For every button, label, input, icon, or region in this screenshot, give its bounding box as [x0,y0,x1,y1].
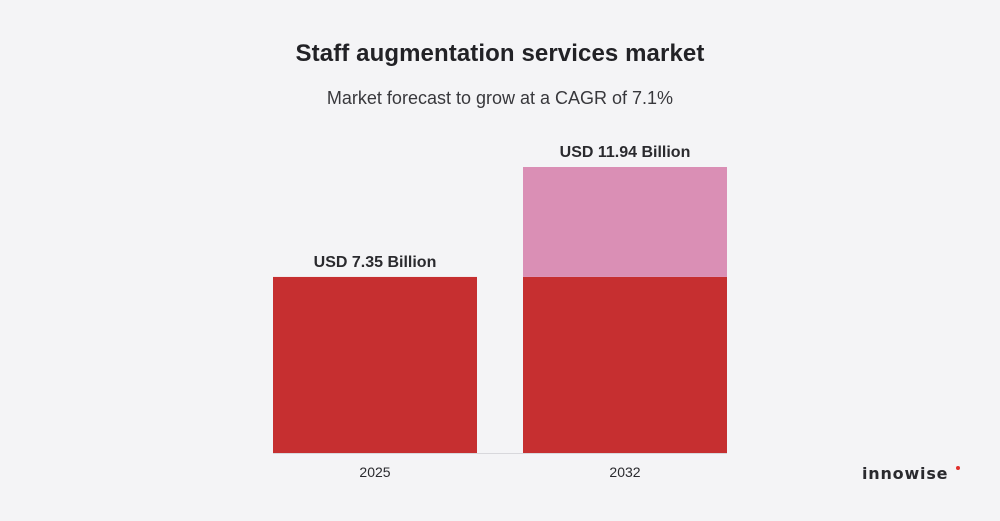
x-tick-label-2025: 2025 [359,464,390,480]
x-tick-label-2032: 2032 [609,464,640,480]
chart-subtitle: Market forecast to grow at a CAGR of 7.1… [326,88,674,108]
bar-segment-2025-base [273,276,477,453]
bar-value-label-2025: USD 7.35 Billion [314,254,437,271]
bar-value-label-2032: USD 11.94 Billion [560,144,691,161]
innowise-logo: innowise [862,464,949,483]
bar-segment-2032-base [523,276,727,453]
bar-segment-2032-growth [523,167,727,277]
logo-dot-icon [956,466,960,470]
chart-title: Staff augmentation services market [295,40,705,67]
